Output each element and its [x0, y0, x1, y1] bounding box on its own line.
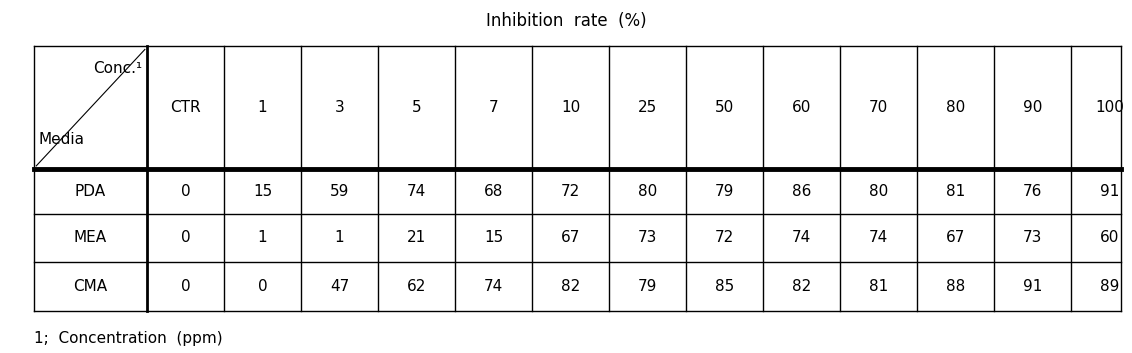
Text: 59: 59 — [329, 184, 350, 199]
Text: 82: 82 — [791, 279, 812, 294]
Text: MEA: MEA — [74, 230, 108, 245]
Text: 73: 73 — [637, 230, 658, 245]
Text: 50: 50 — [714, 100, 735, 115]
Text: 15: 15 — [483, 230, 504, 245]
Text: 74: 74 — [791, 230, 812, 245]
Text: 15: 15 — [252, 184, 273, 199]
Text: 21: 21 — [406, 230, 427, 245]
Text: 91: 91 — [1022, 279, 1043, 294]
Text: 60: 60 — [1099, 230, 1120, 245]
Text: 67: 67 — [560, 230, 581, 245]
Text: 73: 73 — [1022, 230, 1043, 245]
Text: 70: 70 — [868, 100, 889, 115]
Text: 62: 62 — [406, 279, 427, 294]
Text: 68: 68 — [483, 184, 504, 199]
Text: 89: 89 — [1099, 279, 1120, 294]
Text: 47: 47 — [329, 279, 350, 294]
Text: 60: 60 — [791, 100, 812, 115]
Text: 85: 85 — [714, 279, 735, 294]
Text: 1: 1 — [258, 100, 267, 115]
Text: 81: 81 — [945, 184, 966, 199]
Text: 76: 76 — [1022, 184, 1043, 199]
Text: 74: 74 — [406, 184, 427, 199]
Text: 7: 7 — [489, 100, 498, 115]
Text: Media: Media — [38, 132, 85, 147]
Text: 1;  Concentration  (ppm): 1; Concentration (ppm) — [34, 331, 223, 346]
Text: 80: 80 — [868, 184, 889, 199]
Text: 74: 74 — [868, 230, 889, 245]
Text: 80: 80 — [945, 100, 966, 115]
Text: 90: 90 — [1022, 100, 1043, 115]
Text: 3: 3 — [335, 100, 344, 115]
Text: 82: 82 — [560, 279, 581, 294]
Text: 81: 81 — [868, 279, 889, 294]
Text: 1: 1 — [335, 230, 344, 245]
Text: PDA: PDA — [75, 184, 106, 199]
Text: 91: 91 — [1099, 184, 1120, 199]
Text: 100: 100 — [1095, 100, 1124, 115]
Text: 0: 0 — [258, 279, 267, 294]
Text: 72: 72 — [714, 230, 735, 245]
Text: CMA: CMA — [74, 279, 108, 294]
Text: Inhibition  rate  (%): Inhibition rate (%) — [486, 12, 646, 30]
Text: CTR: CTR — [170, 100, 201, 115]
Text: 72: 72 — [560, 184, 581, 199]
Text: 0: 0 — [181, 230, 190, 245]
Text: 0: 0 — [181, 184, 190, 199]
Text: Conc.¹: Conc.¹ — [94, 61, 143, 76]
Text: 25: 25 — [637, 100, 658, 115]
Text: 5: 5 — [412, 100, 421, 115]
Text: 79: 79 — [714, 184, 735, 199]
Text: 74: 74 — [483, 279, 504, 294]
Text: 79: 79 — [637, 279, 658, 294]
Text: 1: 1 — [258, 230, 267, 245]
Text: 80: 80 — [637, 184, 658, 199]
Text: 67: 67 — [945, 230, 966, 245]
Text: 86: 86 — [791, 184, 812, 199]
Text: 0: 0 — [181, 279, 190, 294]
Text: 10: 10 — [560, 100, 581, 115]
Text: 88: 88 — [945, 279, 966, 294]
